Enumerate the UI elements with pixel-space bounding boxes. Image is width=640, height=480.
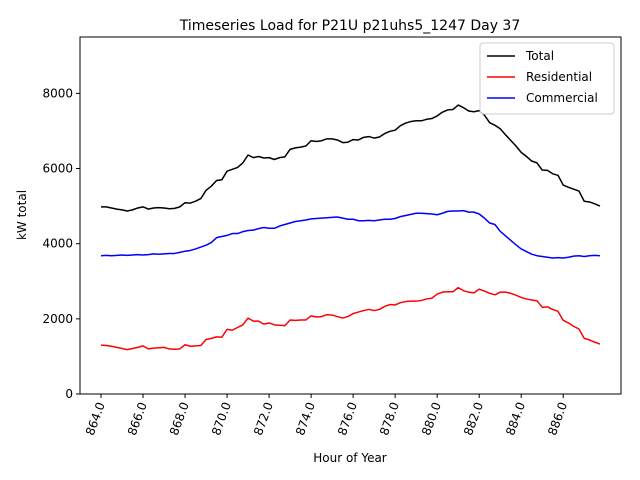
legend-box <box>479 42 615 115</box>
legend-label-residential: Residential <box>526 70 592 84</box>
x-axis: 864.0 866.0 868.0 870.0 872.0 874.0 876.0 878.0… <box>83 394 570 437</box>
x-tick-label: 874.0 <box>293 400 318 437</box>
y-tick-label: 4000 <box>42 237 73 251</box>
x-tick-label: 878.0 <box>377 400 402 437</box>
legend: Total Residential Commercial <box>479 42 615 115</box>
x-tick-label: 864.0 <box>83 400 108 437</box>
plot-frame <box>79 36 622 395</box>
y-tick-label: 8000 <box>42 86 73 100</box>
x-tick-label: 868.0 <box>167 400 192 437</box>
chart-title: Timeseries Load for P21U p21uhs5_1247 Da… <box>179 18 521 34</box>
x-tick-label: 884.0 <box>503 400 528 437</box>
legend-label-commercial: Commercial <box>526 91 598 105</box>
x-tick-label: 882.0 <box>461 400 486 437</box>
y-axis-label: kW total <box>15 190 29 240</box>
x-tick-label: 872.0 <box>251 400 276 437</box>
y-tick-label: 2000 <box>42 312 73 326</box>
x-tick-label: 876.0 <box>335 400 360 437</box>
x-tick-label: 880.0 <box>419 400 444 437</box>
series-line-total <box>101 104 601 212</box>
plot-area <box>100 104 601 351</box>
y-tick-label: 6000 <box>42 162 73 176</box>
x-tick-label: 866.0 <box>125 400 150 437</box>
y-tick-label: 0 <box>65 387 73 401</box>
series-line-commercial <box>100 209 601 259</box>
y-axis: 0 2000 4000 6000 8000 <box>42 86 80 401</box>
legend-label-total: Total <box>525 49 554 63</box>
x-tick-label: 886.0 <box>545 400 570 437</box>
x-axis-label: Hour of Year <box>313 451 387 465</box>
x-tick-label: 870.0 <box>209 400 234 437</box>
series-line-residential <box>100 286 601 351</box>
